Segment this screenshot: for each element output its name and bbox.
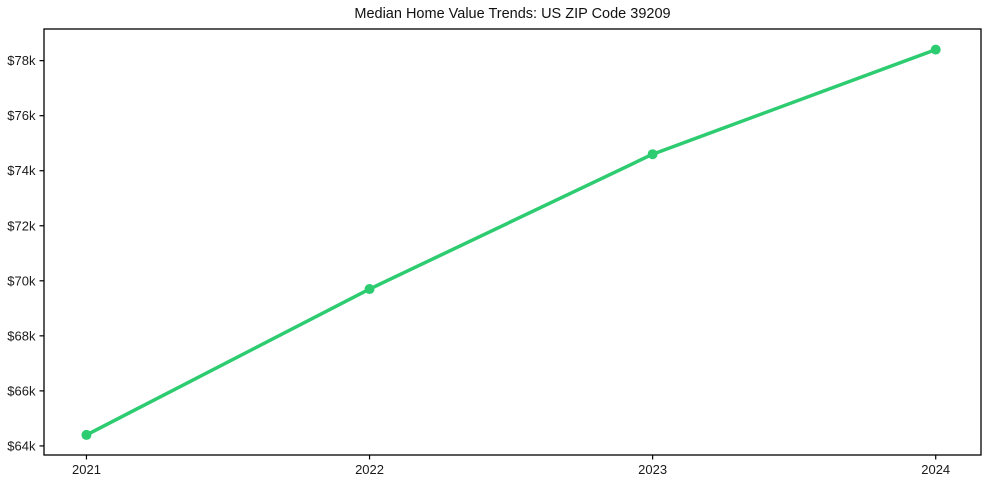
data-point-marker (364, 284, 375, 295)
x-tick-label: 2022 (355, 462, 384, 477)
y-tick-label: $66k (7, 383, 36, 398)
data-point-marker (647, 149, 658, 160)
y-tick-label: $78k (7, 53, 36, 68)
x-tick-label: 2021 (72, 462, 101, 477)
data-point-marker (930, 44, 941, 55)
data-point-marker (81, 429, 92, 440)
trend-line (84, 47, 938, 437)
y-tick-label: $68k (7, 328, 36, 343)
plot-border (43, 28, 982, 456)
y-tick-label: $74k (7, 163, 36, 178)
x-tick-label: 2024 (921, 462, 950, 477)
y-tick-label: $70k (7, 273, 36, 288)
y-tick-label: $72k (7, 218, 36, 233)
y-tick-label: $76k (7, 108, 36, 123)
chart-title: Median Home Value Trends: US ZIP Code 39… (354, 6, 671, 22)
x-tick-label: 2023 (638, 462, 667, 477)
y-tick-label: $64k (7, 438, 36, 453)
